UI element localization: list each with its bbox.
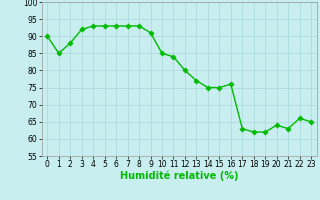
X-axis label: Humidité relative (%): Humidité relative (%) — [120, 171, 238, 181]
